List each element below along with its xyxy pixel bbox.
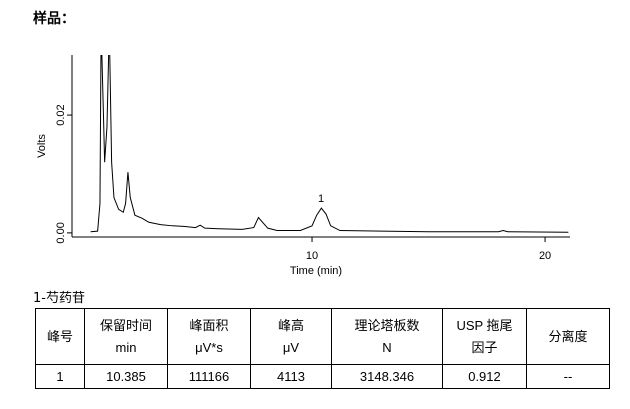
header-row: 峰号 保留时间 min 峰面积 μV*s 峰高 μV 理论塔板数 N USP 拖尾 因子 分离度 xyxy=(35,308,610,365)
x-tick-label: 20 xyxy=(539,250,551,262)
header-line: 峰号 xyxy=(46,328,73,344)
page-title: 样品： xyxy=(33,11,75,27)
column-header: 峰面积 μV*s xyxy=(167,308,251,365)
header-line: μV*s xyxy=(195,339,223,355)
table-cell: -- xyxy=(526,364,610,389)
header-line: 理论塔板数 xyxy=(354,317,420,333)
column-header: USP 拖尾 因子 xyxy=(442,308,527,365)
header-line: 分离度 xyxy=(548,328,588,344)
table-caption: 1-芍药苷 xyxy=(33,291,85,306)
header-line: 因子 xyxy=(471,339,498,355)
chart: Time (min) Volts 10 20 0.00 0.02 1 xyxy=(36,55,570,277)
column-header: 峰号 xyxy=(35,308,85,365)
plot-area xyxy=(90,55,569,233)
trace xyxy=(90,55,569,233)
table-cell: 1 xyxy=(35,364,85,389)
column-header: 理论塔板数 N xyxy=(331,308,443,365)
y-axis-title: Volts xyxy=(36,134,48,158)
table-cell: 4113 xyxy=(250,364,332,389)
header-line: 保留时间 xyxy=(99,317,152,333)
peak-label: 1 xyxy=(318,193,324,205)
table-row: 1 10.385 111166 4113 3148.346 0.912 -- xyxy=(35,364,610,389)
column-header: 保留时间 min xyxy=(84,308,168,365)
table-cell: 0.912 xyxy=(442,364,527,389)
y-tick-label: 0.00 xyxy=(55,222,67,243)
x-tick-label: 10 xyxy=(306,250,318,262)
header-line: 峰高 xyxy=(277,317,304,333)
column-header: 峰高 μV xyxy=(250,308,332,365)
header-line: 峰面积 xyxy=(189,317,229,333)
header-line: USP 拖尾 xyxy=(456,317,513,333)
table-cell: 3148.346 xyxy=(331,364,443,389)
header-line: N xyxy=(382,339,392,355)
column-header: 分离度 xyxy=(526,308,610,365)
header-line: μV xyxy=(282,339,300,355)
x-axis-title: Time (min) xyxy=(290,265,342,277)
table-cell: 111166 xyxy=(167,364,251,389)
header-line: min xyxy=(115,339,137,355)
y-tick-label: 0.02 xyxy=(55,104,67,125)
table-cell: 10.385 xyxy=(84,364,168,389)
